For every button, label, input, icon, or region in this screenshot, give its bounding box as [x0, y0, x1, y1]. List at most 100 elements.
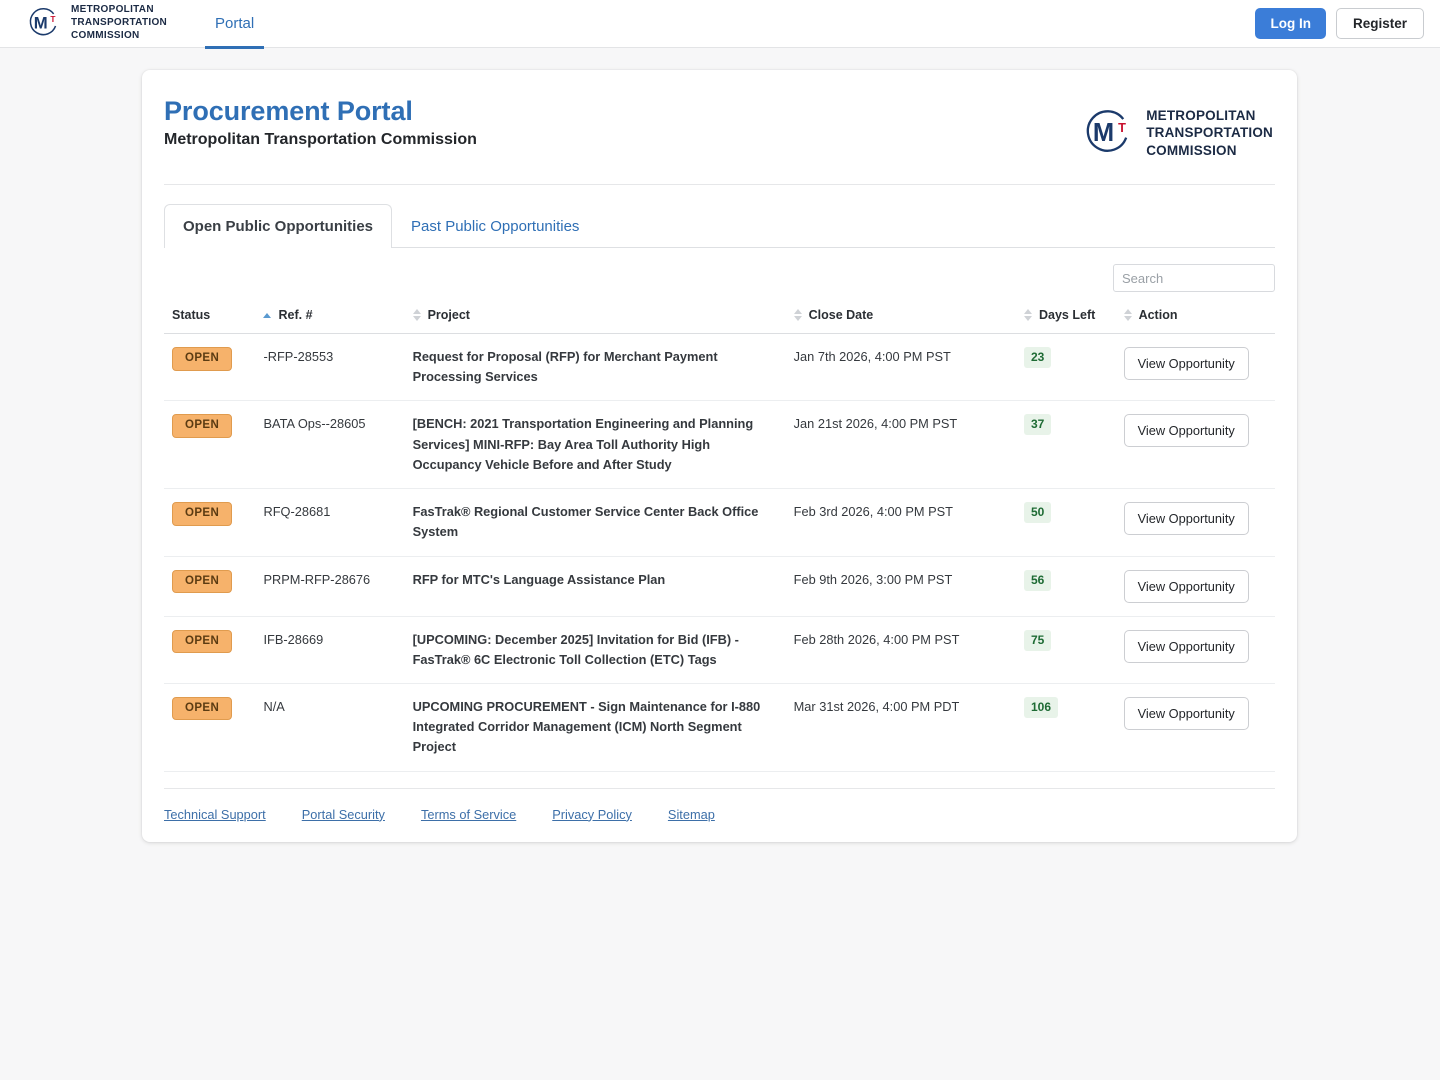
footer-link-privacy-policy[interactable]: Privacy Policy	[552, 806, 632, 822]
sort-toggle-project-icon[interactable]	[793, 309, 802, 321]
tab-past-public-opportunities[interactable]: Past Public Opportunities	[411, 218, 580, 235]
days-left-badge: 37	[1024, 414, 1052, 436]
footer-link-terms-of-service[interactable]: Terms of Service	[420, 806, 517, 822]
register-button[interactable]: Register	[1335, 8, 1424, 39]
navbar-actions: Log In Register	[1255, 8, 1424, 39]
cell-status: OPEN	[164, 333, 256, 402]
column-header-action[interactable]: Action	[1115, 302, 1275, 334]
cell-project: UPCOMING PROCUREMENT - Sign Maintenance …	[404, 683, 786, 772]
cell-days-left: 37	[1016, 400, 1116, 490]
view-opportunity-button[interactable]: View Opportunity	[1123, 414, 1249, 448]
cell-status: OPEN	[164, 556, 256, 617]
header-divider	[164, 184, 1275, 185]
nav-item-portal[interactable]: Portal	[205, 1, 265, 49]
footer-link-portal-security[interactable]: Portal Security	[301, 806, 385, 822]
cell-status: OPEN	[164, 400, 256, 490]
footer-link-sitemap[interactable]: Sitemap	[667, 806, 715, 822]
cell-close-date: Feb 9th 2026, 3:00 PM PST	[785, 556, 1016, 617]
column-label-days-left: Days Left	[1039, 308, 1096, 322]
cell-close-date: Jan 7th 2026, 4:00 PM PST	[785, 333, 1016, 402]
search-row	[164, 248, 1275, 302]
view-opportunity-button[interactable]: View Opportunity	[1123, 569, 1249, 603]
mtc-logo-icon: M T	[1078, 104, 1136, 162]
status-badge: OPEN	[172, 347, 233, 371]
status-badge: OPEN	[172, 414, 233, 438]
table-body: OPEN -RFP-28553 Request for Proposal (RF…	[164, 333, 1275, 772]
cell-ref: -RFP-28553	[255, 333, 405, 402]
view-opportunity-button[interactable]: View Opportunity	[1123, 502, 1249, 536]
cell-project: [UPCOMING: December 2025] Invitation for…	[404, 616, 786, 684]
cell-ref: RFQ-28681	[255, 488, 405, 557]
card-brand-logo: M T METROPOLITAN TRANSPORTATION COMMISSION	[1078, 96, 1275, 162]
sort-toggle-days-left-icon[interactable]	[1123, 309, 1132, 321]
table-header: Status Ref. #	[164, 302, 1275, 334]
column-label-action: Action	[1138, 308, 1178, 322]
login-button[interactable]: Log In	[1255, 8, 1326, 39]
status-badge: OPEN	[172, 569, 233, 594]
cell-days-left: 106	[1016, 683, 1116, 772]
column-label-ref: Ref. #	[278, 308, 313, 322]
search-input[interactable]	[1113, 264, 1275, 292]
cell-close-date: Mar 31st 2026, 4:00 PM PDT	[785, 683, 1016, 772]
cell-days-left: 56	[1016, 556, 1116, 617]
sort-toggle-close-date-icon[interactable]	[1024, 309, 1032, 321]
cell-days-left: 50	[1016, 488, 1116, 557]
column-header-project[interactable]: Project	[404, 302, 786, 334]
procurement-card: Procurement Portal Metropolitan Transpor…	[142, 70, 1297, 842]
table-row: OPEN PRPM-RFP-28676 RFP for MTC's Langua…	[164, 556, 1275, 617]
cell-action: View Opportunity	[1115, 616, 1275, 684]
top-navbar: M T METROPOLITAN TRANSPORTATION COMMISSION…	[0, 0, 1440, 49]
cell-project: Request for Proposal (RFP) for Merchant …	[404, 333, 786, 402]
mtc-logo-icon: M T	[24, 4, 62, 42]
primary-nav: Portal	[205, 0, 265, 49]
cell-status: OPEN	[164, 488, 256, 557]
status-badge: OPEN	[172, 696, 233, 721]
column-header-days-left[interactable]: Days Left	[1016, 302, 1116, 334]
cell-action: View Opportunity	[1115, 488, 1275, 557]
card-header: Procurement Portal Metropolitan Transpor…	[164, 96, 1275, 162]
cell-status: OPEN	[164, 616, 256, 684]
svg-text:T: T	[1118, 120, 1126, 135]
sort-toggle-ref-icon[interactable]	[412, 309, 421, 321]
column-label-status: Status	[172, 308, 211, 322]
table-row: OPEN IFB-28669 [UPCOMING: December 2025]…	[164, 616, 1275, 684]
status-badge: OPEN	[172, 502, 233, 526]
cell-project: RFP for MTC's Language Assistance Plan	[404, 556, 786, 617]
footer-link-technical-support[interactable]: Technical Support	[164, 806, 266, 822]
cell-close-date: Feb 3rd 2026, 4:00 PM PST	[785, 488, 1016, 557]
table-row: OPEN RFQ-28681 FasTrak® Regional Custome…	[164, 488, 1275, 557]
table-header-row: Status Ref. #	[164, 302, 1275, 334]
cell-action: View Opportunity	[1115, 683, 1275, 772]
column-header-ref[interactable]: Ref. #	[255, 302, 405, 334]
cell-ref: PRPM-RFP-28676	[255, 556, 405, 617]
cell-status: OPEN	[164, 683, 256, 772]
tab-open-public-opportunities[interactable]: Open Public Opportunities	[164, 204, 393, 248]
opportunities-table: Status Ref. #	[164, 302, 1275, 772]
days-left-badge: 75	[1024, 629, 1052, 651]
cell-action: View Opportunity	[1115, 400, 1275, 490]
card-brand-wordmark: METROPOLITAN TRANSPORTATION COMMISSION	[1146, 107, 1273, 158]
cell-close-date: Jan 21st 2026, 4:00 PM PST	[785, 400, 1016, 490]
column-header-status[interactable]: Status	[164, 302, 256, 334]
brand-logo[interactable]: M T METROPOLITAN TRANSPORTATION COMMISSION	[24, 4, 167, 42]
svg-text:T: T	[50, 15, 55, 25]
cell-days-left: 23	[1016, 333, 1116, 402]
cell-action: View Opportunity	[1115, 333, 1275, 402]
cell-ref: IFB-28669	[255, 616, 405, 684]
days-left-badge: 50	[1024, 502, 1052, 524]
svg-text:M: M	[34, 14, 48, 33]
view-opportunity-button[interactable]: View Opportunity	[1123, 629, 1249, 663]
table-row: OPEN -RFP-28553 Request for Proposal (RF…	[164, 333, 1275, 402]
cell-action: View Opportunity	[1115, 556, 1275, 617]
cell-days-left: 75	[1016, 616, 1116, 684]
title-block: Procurement Portal Metropolitan Transpor…	[164, 96, 1078, 149]
page-title: Procurement Portal	[164, 96, 413, 126]
view-opportunity-button[interactable]: View Opportunity	[1123, 347, 1249, 380]
cell-project: [BENCH: 2021 Transportation Engineering …	[404, 400, 786, 490]
column-header-close-date[interactable]: Close Date	[785, 302, 1016, 334]
sort-toggle-status-ascending-icon[interactable]	[263, 312, 272, 318]
page-subtitle: Metropolitan Transportation Commission	[164, 131, 477, 148]
view-opportunity-button[interactable]: View Opportunity	[1123, 696, 1249, 730]
days-left-badge: 56	[1024, 569, 1052, 591]
cell-ref: N/A	[255, 683, 405, 772]
